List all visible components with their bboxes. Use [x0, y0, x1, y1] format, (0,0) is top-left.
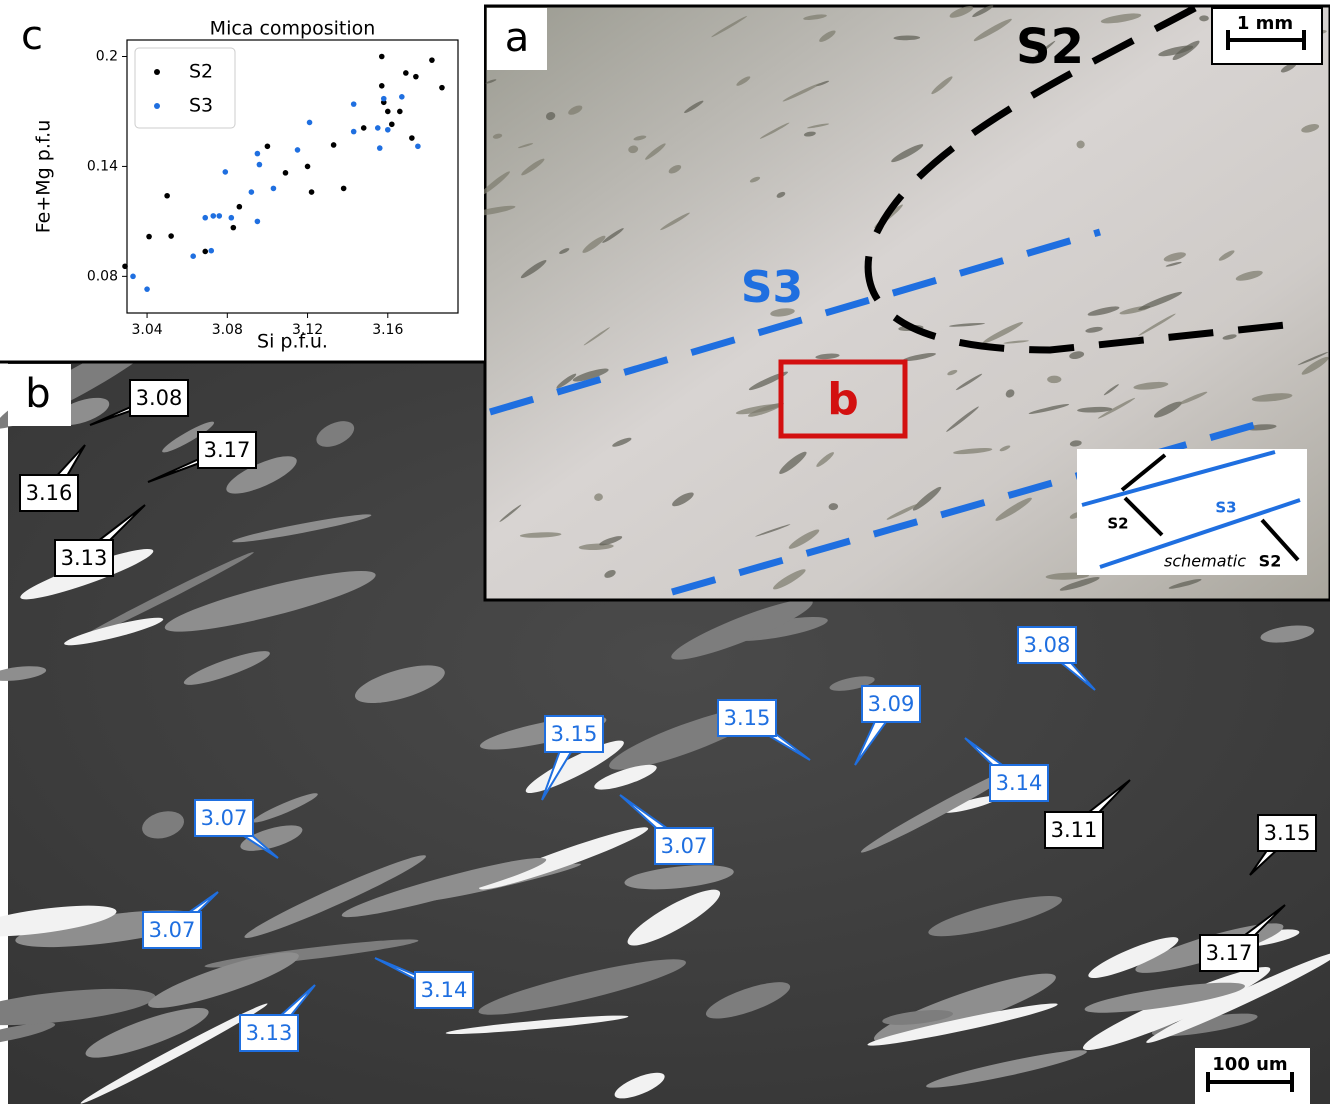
point [257, 162, 263, 168]
callout-label: 3.07 [661, 834, 708, 858]
scale-label: 1 mm [1237, 13, 1293, 34]
callout-label: 3.15 [551, 722, 598, 746]
point [222, 169, 228, 175]
point [202, 215, 208, 221]
point [409, 135, 415, 141]
point [351, 129, 357, 135]
point [255, 151, 261, 157]
callout-label: 3.09 [868, 692, 915, 716]
point [429, 57, 435, 63]
point [377, 145, 383, 151]
y-axis-label: Fe+Mg p.f.u [33, 120, 55, 233]
point [229, 215, 235, 221]
y-tick-label: 0.2 [96, 48, 118, 64]
point [361, 125, 367, 131]
point [309, 189, 315, 195]
point [413, 74, 419, 80]
point [375, 125, 381, 131]
callout-label: 3.15 [724, 706, 771, 730]
callout-label: 3.13 [246, 1021, 293, 1045]
point [385, 109, 391, 115]
point [190, 253, 196, 259]
point [399, 94, 405, 100]
point [122, 263, 128, 269]
callout-label: 3.17 [204, 438, 251, 462]
point [271, 186, 277, 192]
legend-marker [154, 103, 160, 109]
point [341, 186, 347, 192]
point [237, 204, 243, 210]
panel-letter: b [25, 371, 50, 417]
inset-s2: S2 [1259, 552, 1282, 571]
inset-s3: S3 [1215, 499, 1236, 517]
crystal [1047, 376, 1061, 384]
y-tick-label: 0.14 [87, 158, 118, 174]
callout-label: 3.17 [1206, 941, 1253, 965]
point [397, 109, 403, 115]
inset-s2: S2 [1107, 515, 1128, 533]
point [331, 142, 337, 148]
point [130, 274, 136, 280]
point [208, 248, 214, 254]
point [385, 127, 391, 133]
y-tick-label: 0.08 [87, 268, 118, 284]
callout-label: 3.08 [1024, 633, 1071, 657]
panel-letter: a [505, 15, 530, 61]
legend-label: S3 [189, 95, 213, 117]
callout-label: 3.14 [421, 978, 468, 1002]
legend-box [135, 48, 235, 128]
point [144, 286, 150, 292]
x-tick-label: 3.12 [292, 322, 323, 338]
x-tick-label: 3.16 [372, 322, 403, 338]
callout-label: 3.11 [1051, 818, 1098, 842]
legend-label: S2 [189, 61, 213, 83]
point [403, 70, 409, 76]
point [255, 219, 261, 225]
point [439, 85, 445, 91]
point [381, 96, 387, 102]
callout-label: 3.15 [1264, 821, 1311, 845]
point [415, 143, 421, 149]
point [231, 225, 237, 231]
scale-label: 100 um [1212, 1054, 1287, 1075]
point [265, 143, 271, 149]
s3-label: S3 [741, 262, 803, 313]
point [216, 213, 222, 219]
point [283, 170, 289, 176]
callout-label: 3.07 [201, 806, 248, 830]
panel-letter: c [21, 13, 43, 59]
point [168, 233, 174, 239]
point [202, 249, 208, 255]
inset-caption: schematic [1164, 552, 1246, 571]
zoom-box-label: b [827, 374, 859, 425]
callout-label: 3.14 [996, 771, 1043, 795]
point [379, 83, 385, 89]
point [351, 101, 357, 107]
point [295, 147, 301, 153]
point [249, 189, 255, 195]
s2-label: S2 [1016, 19, 1084, 75]
callout-label: 3.13 [61, 546, 108, 570]
point [146, 234, 152, 240]
chart-title: Mica composition [210, 18, 376, 40]
callout-label: 3.08 [136, 386, 183, 410]
point [164, 193, 170, 199]
legend-marker [154, 69, 160, 75]
point [210, 213, 216, 219]
point [307, 120, 313, 126]
x-tick-label: 3.08 [212, 322, 243, 338]
callout-label: 3.07 [149, 918, 196, 942]
callout-label: 3.16 [26, 481, 73, 505]
point [389, 121, 395, 127]
x-tick-label: 3.04 [131, 322, 162, 338]
plot-panel [0, 0, 484, 362]
point [379, 54, 385, 60]
figure: b S2 S3 a 1 mm S2 S3 schematic S2 b 100 … [0, 0, 1330, 1104]
point [305, 164, 311, 170]
